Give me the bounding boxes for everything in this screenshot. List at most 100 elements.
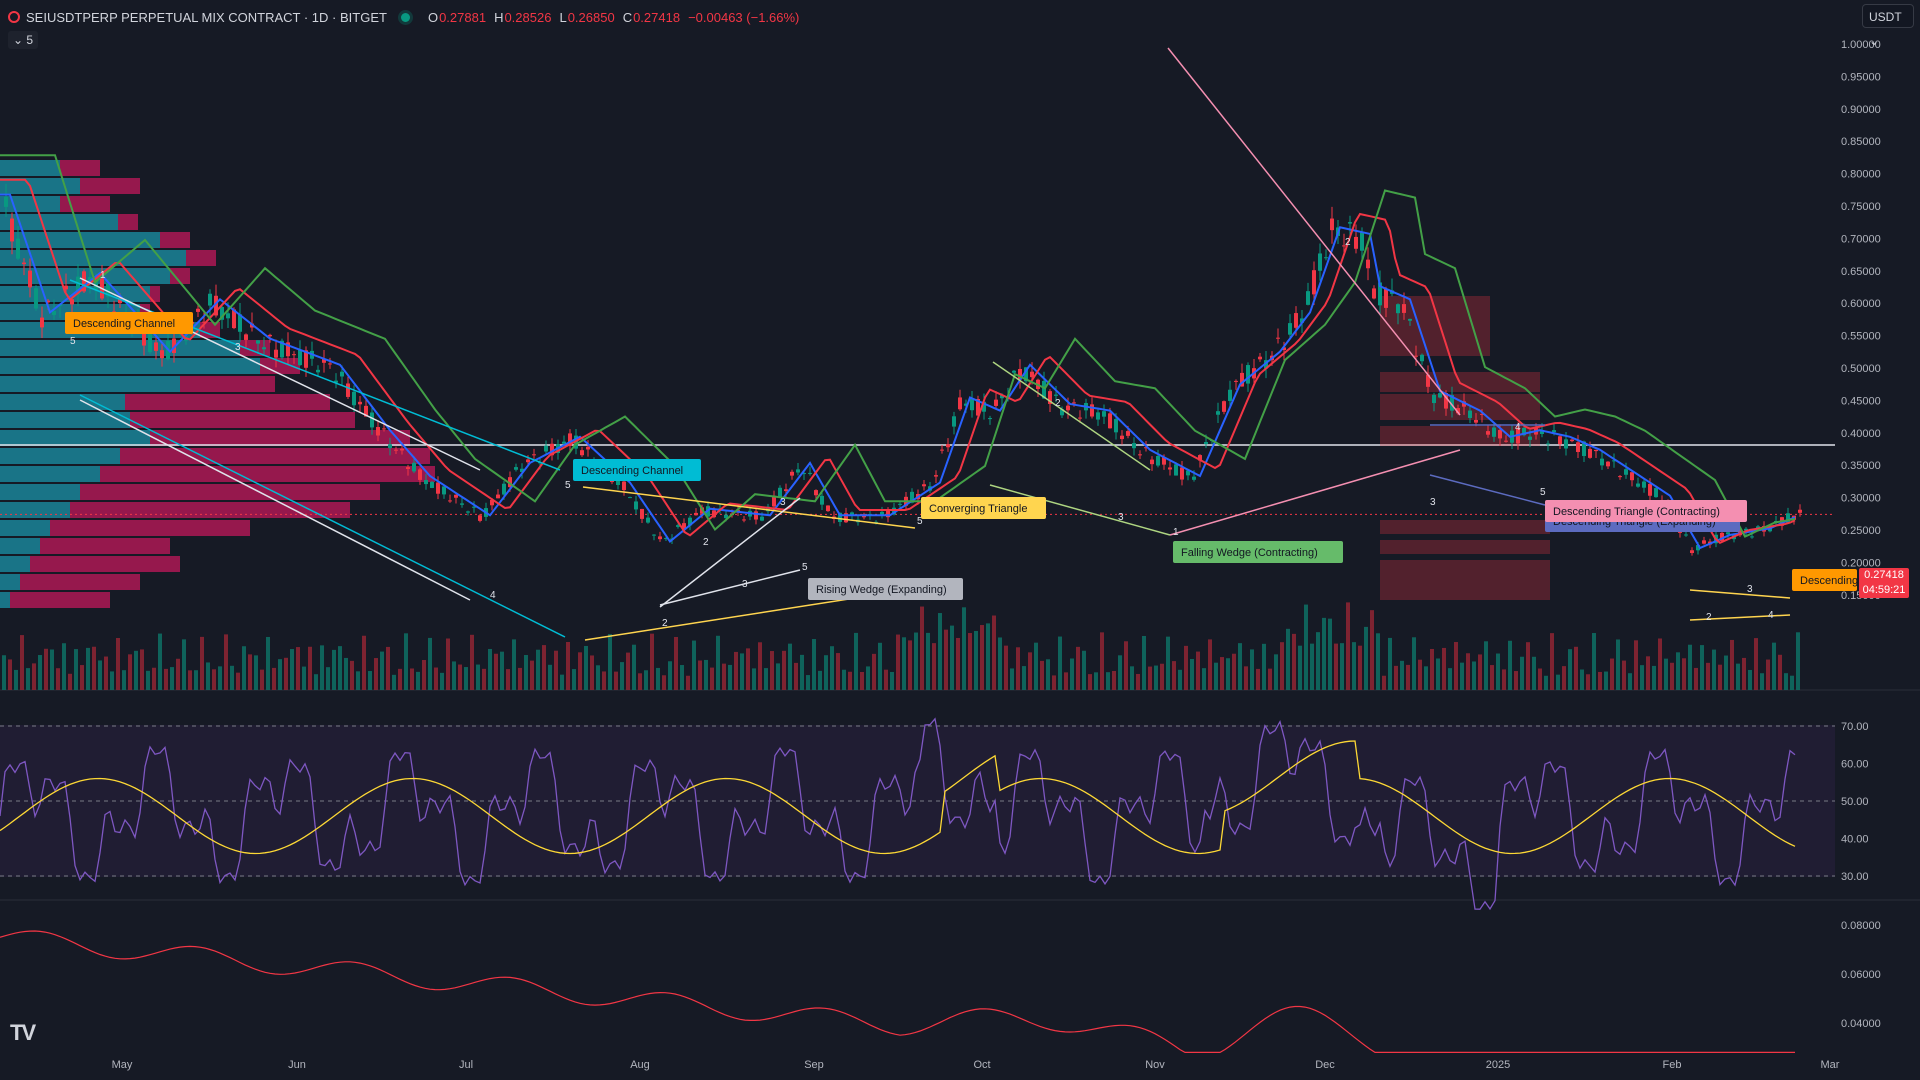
supply-zone-box <box>1380 560 1550 600</box>
candle-body <box>4 196 8 207</box>
volume-bar <box>992 615 996 690</box>
candle-body <box>580 450 584 456</box>
candle-body <box>766 506 770 512</box>
volume-bar <box>1400 660 1404 690</box>
candle-body <box>1354 236 1358 249</box>
wave-number-label: 1 <box>100 270 106 281</box>
candle-body <box>544 445 548 452</box>
open-value: 0.27881 <box>439 9 487 25</box>
candle-body <box>34 288 38 309</box>
candle-body <box>1522 427 1526 436</box>
volume-bar <box>1514 671 1518 690</box>
volume-bar <box>734 651 738 690</box>
volume-profile-down <box>70 502 350 518</box>
candle-body <box>1150 459 1154 465</box>
volume-bar <box>500 651 504 690</box>
ema-mid-line <box>0 178 1796 544</box>
currency-select[interactable]: USDT ⌄ <box>1862 4 1914 48</box>
volume-bar <box>410 668 414 690</box>
candle-body <box>328 363 332 365</box>
volume-bar <box>1196 651 1200 690</box>
candle-body <box>1186 470 1190 476</box>
price-tick-label: 0.45000 <box>1841 395 1881 407</box>
volume-bar <box>1442 647 1446 690</box>
candle-body <box>1174 464 1178 476</box>
time-tick-label: Aug <box>630 1059 650 1071</box>
volume-profile-down <box>180 376 275 392</box>
candle-body <box>1276 337 1280 339</box>
candle-body <box>550 443 554 456</box>
volume-bar <box>488 648 492 690</box>
volume-bar <box>1184 645 1188 690</box>
volume-bar <box>554 650 558 690</box>
volume-bar <box>998 637 1002 690</box>
candle-body <box>454 494 458 498</box>
volume-bar <box>1766 659 1770 690</box>
rsi-tick-label: 60.00 <box>1841 759 1869 771</box>
time-tick-label: Dec <box>1315 1059 1335 1071</box>
volume-bar <box>1502 669 1506 690</box>
candle-body <box>820 495 824 505</box>
pattern-label-text: Falling Wedge (Contracting) <box>1181 547 1318 559</box>
candle-body <box>1624 469 1628 475</box>
candle-body <box>1642 481 1646 488</box>
candle-body <box>640 508 644 519</box>
volume-bar <box>170 667 174 690</box>
volume-profile-up <box>0 484 80 500</box>
time-tick-label: May <box>112 1059 133 1071</box>
supply-zone-box <box>1380 540 1550 554</box>
volume-bar <box>1676 652 1680 690</box>
volume-bar <box>848 671 852 690</box>
volume-bar <box>956 637 960 690</box>
volume-bar <box>1118 655 1122 690</box>
candle-body <box>1492 427 1496 437</box>
symbol-title[interactable]: SEIUSDTPERP PERPETUAL MIX CONTRACT · 1D … <box>26 9 387 25</box>
candle-body <box>268 334 272 337</box>
candle-body <box>40 317 44 328</box>
volume-bar <box>194 670 198 690</box>
volume-bar <box>332 649 336 690</box>
candle-body <box>16 238 20 259</box>
candle-body <box>796 469 800 473</box>
volume-bar <box>110 671 114 690</box>
candle-body <box>196 308 200 312</box>
volume-bar <box>1310 643 1314 690</box>
volume-bar <box>746 648 750 690</box>
candle-body <box>658 536 662 540</box>
candle-body <box>526 459 530 463</box>
volume-bar <box>302 666 306 690</box>
candle-body <box>1054 394 1058 396</box>
lower-pane-tick-label: 0.04000 <box>1841 1018 1881 1030</box>
volume-bar <box>272 667 276 690</box>
high-label: H <box>494 9 504 25</box>
volume-bar <box>80 665 84 690</box>
volume-bar <box>1760 673 1764 690</box>
volume-bar <box>560 674 564 690</box>
volume-profile-up <box>0 538 40 554</box>
volume-bar <box>1244 666 1248 690</box>
volume-bar <box>428 637 432 690</box>
volume-profile-down <box>118 214 138 230</box>
indicators-collapse-button[interactable]: ⌄ 5 <box>8 31 39 49</box>
volume-bar <box>914 632 918 690</box>
volume-bar <box>650 633 654 690</box>
candle-body <box>952 416 956 427</box>
volume-bar <box>68 673 72 690</box>
candle-body <box>1294 313 1298 328</box>
volume-bar <box>200 636 204 690</box>
volume-bar <box>368 671 372 690</box>
market-status-icon[interactable] <box>400 12 410 22</box>
candle-body <box>958 397 962 410</box>
candle-body <box>1378 282 1382 306</box>
candle-body <box>406 467 410 470</box>
logo-text: TV <box>10 1020 36 1045</box>
tradingview-logo[interactable]: TV <box>10 1020 36 1046</box>
candle-body <box>1246 365 1250 384</box>
volume-bar <box>44 648 48 690</box>
volume-bar <box>1778 654 1782 690</box>
volume-bar <box>1004 645 1008 690</box>
wave-number-label: 5 <box>565 480 571 491</box>
candle-body <box>1594 449 1598 452</box>
